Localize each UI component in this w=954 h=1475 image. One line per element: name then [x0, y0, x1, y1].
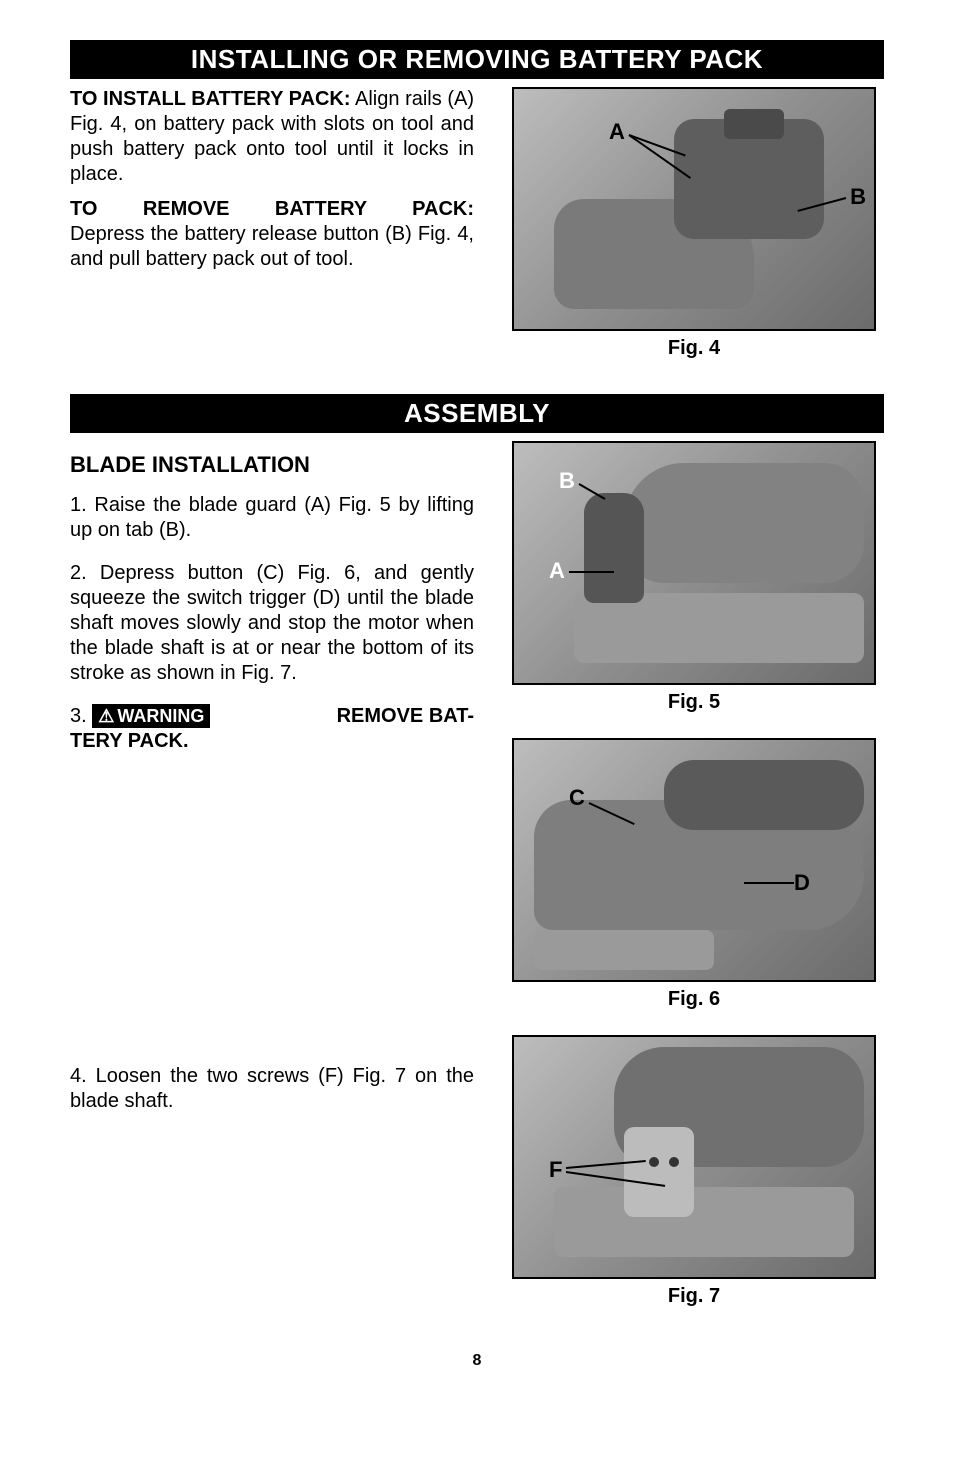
- blade-install-heading: BLADE INSTALLATION: [70, 451, 474, 479]
- figure5-caption: Fig. 5: [512, 691, 876, 714]
- figure6-label-d: D: [794, 870, 810, 896]
- step4: 4. Loosen the two screws (F) Fig. 7 on t…: [70, 1064, 474, 1114]
- step1-text: Raise the blade guard (A) Fig. 5 by lift…: [70, 494, 474, 541]
- step3-text-b: TERY PACK.: [70, 730, 189, 752]
- figure6-base: [534, 930, 714, 970]
- remove-bold: TO REMOVE BATTERY PACK:: [70, 197, 474, 222]
- section2-header: ASSEMBLY: [70, 394, 884, 433]
- figure6-label-c: C: [569, 785, 585, 811]
- section2-body: BLADE INSTALLATION 1. Raise the blade gu…: [70, 441, 884, 1332]
- section1-figure-col: A B Fig. 4: [504, 87, 884, 384]
- figure6-caption: Fig. 6: [512, 988, 876, 1011]
- section2-figure-col: B A Fig. 5 C D: [504, 441, 884, 1332]
- figure4-label-b: B: [850, 184, 866, 210]
- step3-num: 3.: [70, 705, 87, 727]
- step1: 1. Raise the blade guard (A) Fig. 5 by l…: [70, 493, 474, 543]
- figure5-wrap: B A Fig. 5: [512, 441, 876, 714]
- figure4-label-a: A: [609, 119, 625, 145]
- figure4-wrap: A B Fig. 4: [512, 87, 876, 360]
- step3: 3. ⚠WARNING REMOVE BAT- TERY PACK.: [70, 704, 474, 754]
- step2-text: Depress button (C) Fig. 6, and gently sq…: [70, 562, 474, 684]
- step1-num: 1.: [70, 494, 87, 516]
- section1-text-col: TO INSTALL BATTERY PACK: Align rails (A)…: [70, 87, 474, 384]
- warning-text: WARNING: [117, 706, 204, 726]
- figure7-caption: Fig. 7: [512, 1285, 876, 1308]
- figure5-label-a: A: [549, 558, 565, 584]
- figure4-battery-top: [724, 109, 784, 139]
- remove-para: TO REMOVE BATTERY PACK: Depress the batt…: [70, 197, 474, 272]
- figure5-base: [574, 593, 864, 663]
- figure7-wrap: F Fig. 7: [512, 1035, 876, 1308]
- figure7-screw1: [649, 1157, 659, 1167]
- install-bold: TO INSTALL BATTERY PACK:: [70, 88, 351, 110]
- figure5: B A: [512, 441, 876, 685]
- section1-header: INSTALLING OR REMOVING BATTERY PACK: [70, 40, 884, 79]
- step2: 2. Depress button (C) Fig. 6, and gently…: [70, 561, 474, 686]
- figure7-screw2: [669, 1157, 679, 1167]
- section2-text-col: BLADE INSTALLATION 1. Raise the blade gu…: [70, 441, 474, 1332]
- warning-badge: ⚠WARNING: [92, 704, 210, 729]
- page: INSTALLING OR REMOVING BATTERY PACK TO I…: [0, 0, 954, 1400]
- figure4: A B: [512, 87, 876, 331]
- install-para: TO INSTALL BATTERY PACK: Align rails (A)…: [70, 87, 474, 187]
- step4-text: Loosen the two screws (F) Fig. 7 on the …: [70, 1065, 474, 1112]
- step2-num: 2.: [70, 562, 87, 584]
- step3-text-a: REMOVE BAT-: [337, 704, 474, 729]
- figure7: F: [512, 1035, 876, 1279]
- figure5-body: [624, 463, 864, 583]
- figure6-top: [664, 760, 864, 830]
- remove-text: Depress the battery release button (B) F…: [70, 223, 474, 270]
- figure6: C D: [512, 738, 876, 982]
- figure7-base: [554, 1187, 854, 1257]
- warning-icon: ⚠: [98, 705, 114, 728]
- figure5-label-b: B: [559, 468, 575, 494]
- figure5-guard: [584, 493, 644, 603]
- figure4-caption: Fig. 4: [512, 337, 876, 360]
- figure6-wrap: C D Fig. 6: [512, 738, 876, 1011]
- figure6-leader-d: [744, 882, 794, 884]
- figure7-shaft-area: [624, 1127, 694, 1217]
- figure7-label-f: F: [549, 1157, 562, 1183]
- page-number: 8: [70, 1352, 884, 1370]
- step4-num: 4.: [70, 1065, 87, 1087]
- section1-body: TO INSTALL BATTERY PACK: Align rails (A)…: [70, 87, 884, 384]
- figure5-leader-a: [569, 571, 614, 573]
